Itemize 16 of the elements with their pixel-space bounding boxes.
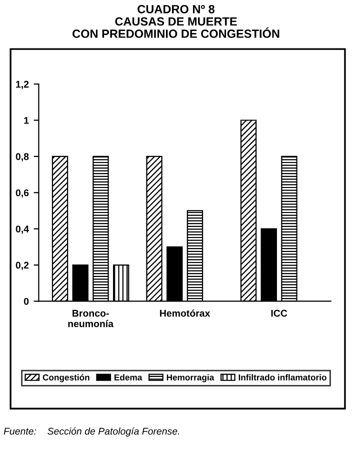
- y-tick-label: 0,2: [16, 262, 29, 270]
- x-tick-label: Bronco- neumonía: [68, 310, 114, 328]
- y-tick-label: 1: [24, 117, 29, 124]
- legend-label: Edema: [114, 374, 142, 380]
- legend-label: Congestión: [42, 374, 90, 382]
- x-tick-label: ICC: [271, 310, 288, 317]
- y-tick-label: 0,6: [16, 189, 29, 198]
- legend-label: Infiltrado inflamatorio: [238, 374, 326, 380]
- y-tick-label: 1,2: [16, 80, 29, 90]
- source-note: Fuente: Sección de Patología Forense.: [4, 427, 180, 437]
- y-tick-label: 0,8: [16, 153, 29, 162]
- chart-title: CUADRO Nº 8 CAUSAS DE MUERTE CON PREDOMINIO DE CONGESTIÓN: [72, 4, 280, 38]
- y-tick-label: 0,4: [16, 226, 29, 234]
- x-tick-label: Hemotórax: [160, 309, 210, 317]
- y-tick-label: 0: [24, 298, 29, 305]
- legend-label: Hemorragia: [166, 374, 214, 382]
